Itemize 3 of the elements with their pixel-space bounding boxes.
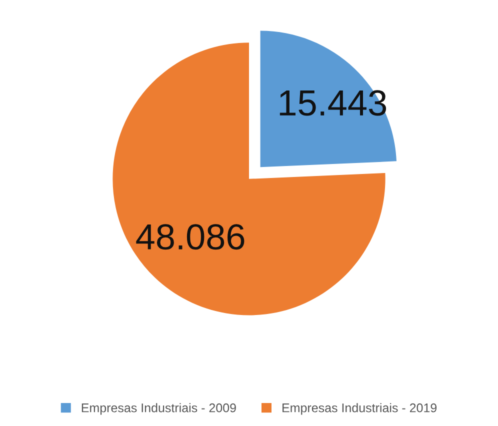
legend-label: Empresas Industriais - 2009 [82, 403, 236, 415]
legend-label: Empresas Industriais - 2019 [282, 403, 437, 415]
data-label: 48.086 [136, 224, 244, 250]
